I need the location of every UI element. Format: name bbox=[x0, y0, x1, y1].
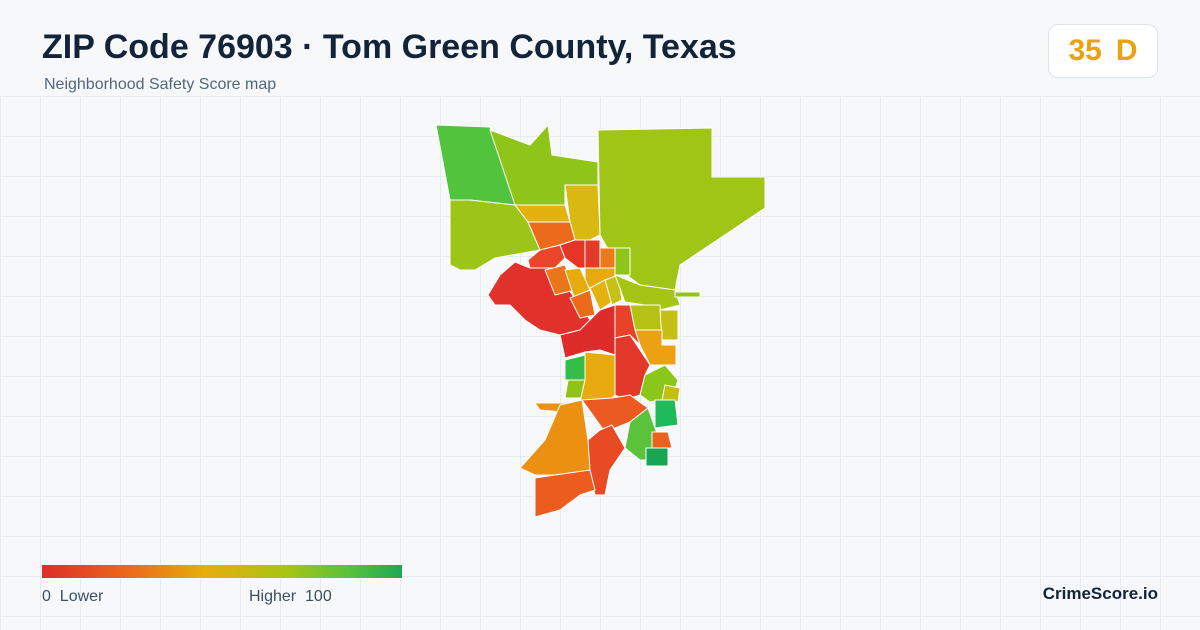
neighborhood-west-1[interactable] bbox=[449, 199, 541, 271]
legend-low-value: 0 bbox=[42, 588, 51, 605]
neighborhood-s-3[interactable] bbox=[579, 351, 616, 403]
score-value: 35 bbox=[1068, 34, 1102, 67]
neighborhood-s-5[interactable] bbox=[661, 384, 681, 403]
header: ZIP Code 76903 · Tom Green County, Texas… bbox=[0, 0, 1200, 96]
neighborhood-s-11[interactable] bbox=[651, 431, 673, 449]
legend-color-bar bbox=[42, 565, 402, 578]
legend-high-value: 100 bbox=[305, 588, 332, 605]
legend-high-text: Higher bbox=[249, 588, 297, 605]
neighborhood-c-2[interactable] bbox=[559, 239, 586, 269]
legend-high-label: Higher 100 bbox=[249, 588, 332, 606]
neighborhood-e-2[interactable] bbox=[674, 291, 701, 298]
legend-low-text: Lower bbox=[59, 588, 104, 605]
neighborhood-e-5[interactable] bbox=[634, 329, 677, 366]
neighborhood-s-9[interactable] bbox=[654, 399, 679, 429]
brand-logo: CrimeScore.io bbox=[1042, 584, 1158, 603]
neighborhood-s-14[interactable] bbox=[534, 469, 596, 518]
score-grade: D bbox=[1115, 34, 1138, 67]
neighborhood-c-5[interactable] bbox=[614, 247, 631, 276]
score-badge: 35 D bbox=[1048, 24, 1158, 78]
neighborhood-c-3[interactable] bbox=[584, 239, 601, 269]
page-title: ZIP Code 76903 · Tom Green County, Texas bbox=[42, 28, 737, 66]
neighborhood-s-7[interactable] bbox=[519, 399, 596, 476]
page-subtitle: Neighborhood Safety Score map bbox=[44, 76, 277, 93]
neighborhood-e-4[interactable] bbox=[659, 309, 679, 341]
neighborhood-e-1[interactable] bbox=[614, 274, 681, 311]
neighborhood-c-4[interactable] bbox=[599, 247, 616, 269]
neighborhood-s-12[interactable] bbox=[645, 447, 669, 467]
legend-low-label: 0 Lower bbox=[42, 588, 103, 606]
neighborhood-e-3[interactable] bbox=[629, 304, 663, 331]
